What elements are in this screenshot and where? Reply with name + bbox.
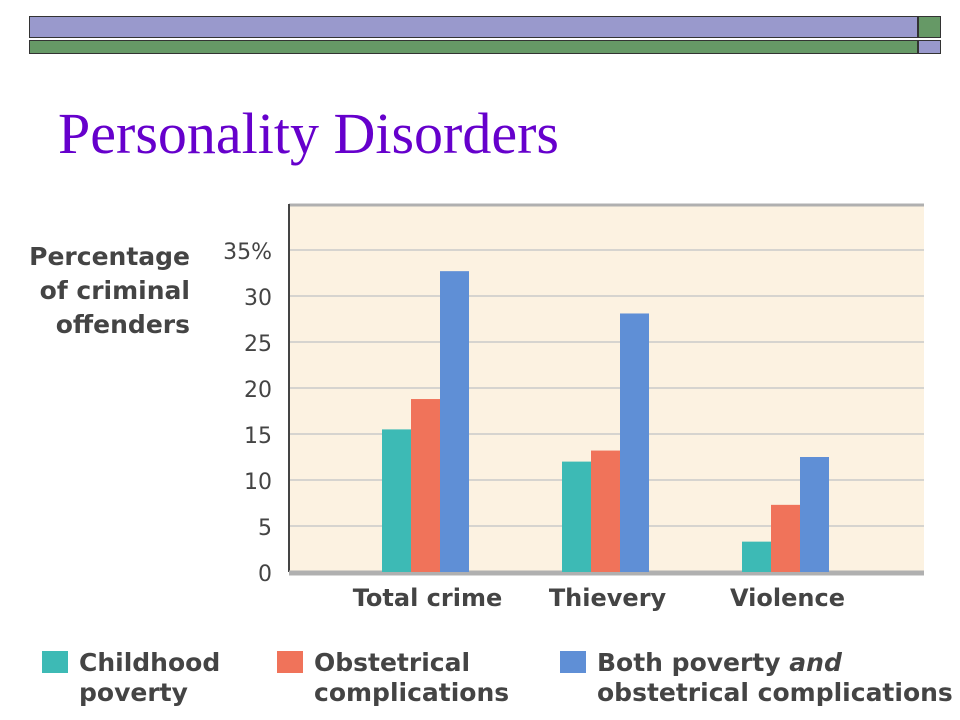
bar bbox=[382, 429, 411, 572]
y-tick-label: 5 bbox=[258, 516, 272, 541]
bar bbox=[411, 399, 440, 572]
bar bbox=[440, 271, 469, 572]
legend-item-obstetrical-complications: Obstetrical complications bbox=[277, 648, 509, 708]
legend-label-pre: Both poverty bbox=[597, 648, 790, 677]
x-tick-label: Thievery bbox=[549, 584, 667, 612]
y-tick-label: 20 bbox=[244, 378, 272, 403]
x-tick-label: Violence bbox=[730, 584, 845, 612]
bar bbox=[771, 504, 800, 572]
slide-title: Personality Disorders bbox=[58, 101, 559, 166]
bar bbox=[562, 461, 591, 572]
bar bbox=[591, 450, 620, 572]
y-axis-label-line-1: Percentage bbox=[29, 242, 190, 271]
bar bbox=[620, 313, 649, 572]
y-axis-label: Percentage of criminal offenders bbox=[29, 240, 190, 342]
y-tick-label: 10 bbox=[244, 470, 272, 495]
y-axis-label-line-2: of criminal bbox=[39, 276, 190, 305]
legend-swatch bbox=[277, 651, 303, 673]
legend-label-line-2: poverty bbox=[79, 678, 188, 707]
y-tick-label: 35% bbox=[223, 240, 272, 265]
legend-label-emphasis: and bbox=[789, 648, 842, 677]
legend-swatch bbox=[42, 651, 68, 673]
y-tick-label: 15 bbox=[244, 424, 272, 449]
legend-item-both: Both poverty and obstetrical complicatio… bbox=[560, 648, 953, 708]
legend-label-line-2: complications bbox=[314, 678, 510, 707]
legend-item-childhood-poverty: Childhood poverty bbox=[42, 648, 220, 708]
legend-label-line-1: Obstetrical bbox=[314, 648, 471, 677]
bar bbox=[800, 457, 829, 572]
legend-label-line-2: obstetrical complications bbox=[597, 678, 953, 707]
y-tick-label: 25 bbox=[244, 332, 272, 357]
legend-label-line-1: Childhood bbox=[79, 648, 221, 677]
y-tick-label: 30 bbox=[244, 286, 272, 311]
x-tick-label: Total crime bbox=[353, 584, 503, 612]
bar-chart: 0 5 10 15 20 25 30 35% Total crime Thievery Violen… bbox=[223, 203, 924, 612]
header-band-green-end bbox=[918, 16, 941, 38]
y-axis-label-line-3: offenders bbox=[55, 310, 190, 339]
legend-label-line-1: Both poverty and bbox=[597, 648, 953, 678]
header-band-green bbox=[29, 40, 918, 54]
legend-swatch bbox=[560, 651, 586, 673]
y-tick-label: 0 bbox=[258, 562, 272, 587]
header-band-purple-end bbox=[918, 40, 941, 54]
bar bbox=[742, 541, 771, 572]
header-band-purple bbox=[29, 16, 918, 38]
